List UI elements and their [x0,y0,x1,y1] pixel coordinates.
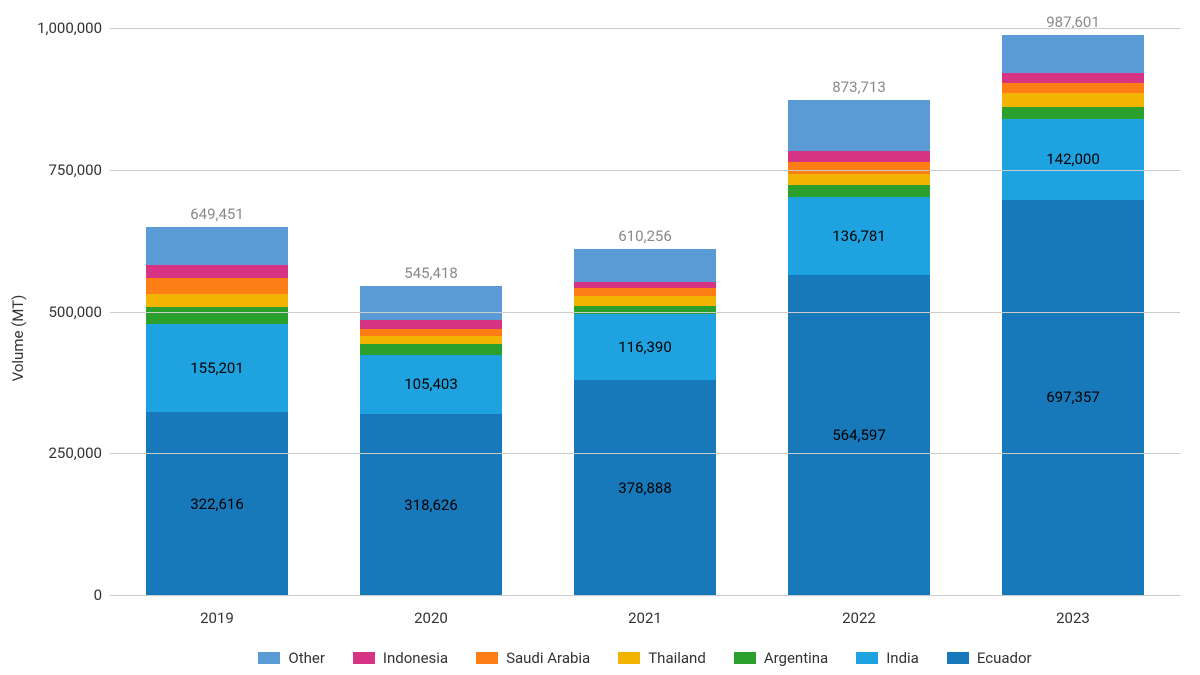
legend-label: Argentina [764,649,828,667]
bar-stack-wrapper: 987,601697,357142,000 [966,35,1180,595]
legend-item-argentina: Argentina [734,649,828,667]
bar-segment-saudi_arabia [574,288,715,297]
bar-segment-argentina [574,306,715,315]
bar-segment-label: 142,000 [1046,150,1100,168]
legend-item-saudi_arabia: Saudi Arabia [476,649,590,667]
legend-label: India [886,649,919,667]
legend-label: Other [288,649,325,667]
legend-label: Ecuador [977,649,1032,667]
bar-segment-india: 136,781 [788,197,929,275]
x-axis: 20192020202120222023 [110,609,1180,627]
legend-label: Saudi Arabia [506,649,590,667]
legend-swatch [618,652,640,664]
legend-swatch [353,652,375,664]
bar-segment-label: 136,781 [832,227,886,245]
legend-swatch [734,652,756,664]
gridline [110,595,1180,596]
legend-label: Thailand [648,649,706,667]
bar-segment-argentina [1002,107,1143,119]
legend-item-indonesia: Indonesia [353,649,448,667]
bar-segment-indonesia [1002,73,1143,83]
legend-item-ecuador: Ecuador [947,649,1032,667]
plot-area: 649,451 322,616 155,201 545,418 318,626 105,4… [110,28,1180,595]
bar-stack: 378,888 116,390 [574,249,715,595]
bar-stack-wrapper: 873,713564,597136,781 [752,100,966,595]
gridline [110,453,1180,454]
x-tick-label: 2020 [324,609,538,627]
bar-segment-india: 105,403 [360,355,501,415]
bar-segment-label: 564,597 [832,426,886,444]
bar-segment-label: 697,357 [1046,388,1100,406]
stacked-bar-chart: Volume (MT) 649,451 322,616 155,201 545,418… [0,0,1200,675]
bar-stack-wrapper: 649,451322,616155,201 [110,227,324,595]
legend-item-thailand: Thailand [618,649,706,667]
bar-segment-thailand [1002,93,1143,107]
legend-swatch [476,652,498,664]
legend-swatch [947,652,969,664]
bar-segment-saudi_arabia [146,278,287,293]
bar-stack: 697,357 142,000 [1002,35,1143,595]
legend: Other Indonesia Saudi Arabia Thailand Argent… [110,649,1180,667]
bar-stack-wrapper: 545,418318,626105,403 [324,286,538,595]
gridline [110,170,1180,171]
x-tick-label: 2023 [966,609,1180,627]
bar-segment-argentina [146,307,287,324]
bar-segment-ecuador: 322,616 [146,412,287,595]
y-axis-title: Volume (MT) [9,294,27,381]
bar-segment-ecuador: 378,888 [574,380,715,595]
bar-segment-saudi_arabia [788,162,929,173]
y-tick-label: 750,000 [28,161,102,179]
bar-segment-thailand [146,294,287,308]
bar-stack: 318,626 105,403 [360,286,501,595]
bar-segment-ecuador: 564,597 [788,275,929,595]
bar-total-label: 873,713 [752,78,966,96]
bar-total-label: 545,418 [324,264,538,282]
bar-segment-other [146,227,287,265]
bar-segment-label: 318,626 [404,496,458,514]
bar-stack-wrapper: 610,256378,888116,390 [538,249,752,595]
bar-segment-other [788,100,929,151]
bar-segment-other [360,286,501,320]
legend-item-india: India [856,649,919,667]
bar-stack: 564,597 136,781 [788,100,929,595]
bar-segment-ecuador: 318,626 [360,414,501,595]
gridline [110,312,1180,313]
x-tick-label: 2022 [752,609,966,627]
bar-segment-thailand [360,336,501,344]
bar-segment-label: 322,616 [190,495,244,513]
bar-stack: 322,616 155,201 [146,227,287,595]
bar-total-label: 610,256 [538,227,752,245]
bar-segment-thailand [788,174,929,185]
y-tick-label: 250,000 [28,444,102,462]
bar-segment-ecuador: 697,357 [1002,200,1143,595]
gridline [110,28,1180,29]
x-tick-label: 2019 [110,609,324,627]
bar-segment-indonesia [788,151,929,162]
bar-segment-label: 378,888 [618,479,672,497]
bar-segment-argentina [788,185,929,197]
bar-segment-other [574,249,715,282]
bar-segment-label: 116,390 [618,338,672,356]
bar-segment-label: 155,201 [190,359,244,377]
x-tick-label: 2021 [538,609,752,627]
y-tick-label: 500,000 [28,303,102,321]
legend-swatch [258,652,280,664]
y-tick-label: 0 [28,586,102,604]
bar-segment-saudi_arabia [360,329,501,337]
bar-segment-label: 105,403 [404,375,458,393]
bar-segment-india: 142,000 [1002,119,1143,200]
bar-segment-india: 116,390 [574,314,715,380]
bar-segment-india: 155,201 [146,324,287,412]
bar-total-label: 649,451 [110,205,324,223]
legend-label: Indonesia [383,649,448,667]
legend-item-other: Other [258,649,325,667]
bar-segment-indonesia [146,265,287,278]
y-tick-label: 1,000,000 [28,19,102,37]
legend-swatch [856,652,878,664]
bar-segment-thailand [574,296,715,306]
bar-segment-indonesia [360,320,501,329]
bar-segment-saudi_arabia [1002,83,1143,93]
bar-segment-other [1002,35,1143,73]
bar-segment-argentina [360,344,501,354]
